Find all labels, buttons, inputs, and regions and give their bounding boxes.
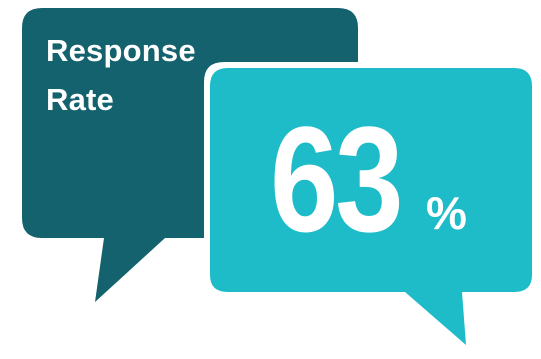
metric-unit: % [426, 187, 467, 239]
metric-label: Response Rate [46, 26, 226, 124]
metric-value: 63 % [270, 94, 467, 254]
front-speech-bubble-fill [210, 68, 532, 345]
metric-label-line2: Rate [46, 82, 114, 117]
metric-label-line1: Response [46, 33, 196, 68]
metric-number: 63 [270, 95, 404, 263]
